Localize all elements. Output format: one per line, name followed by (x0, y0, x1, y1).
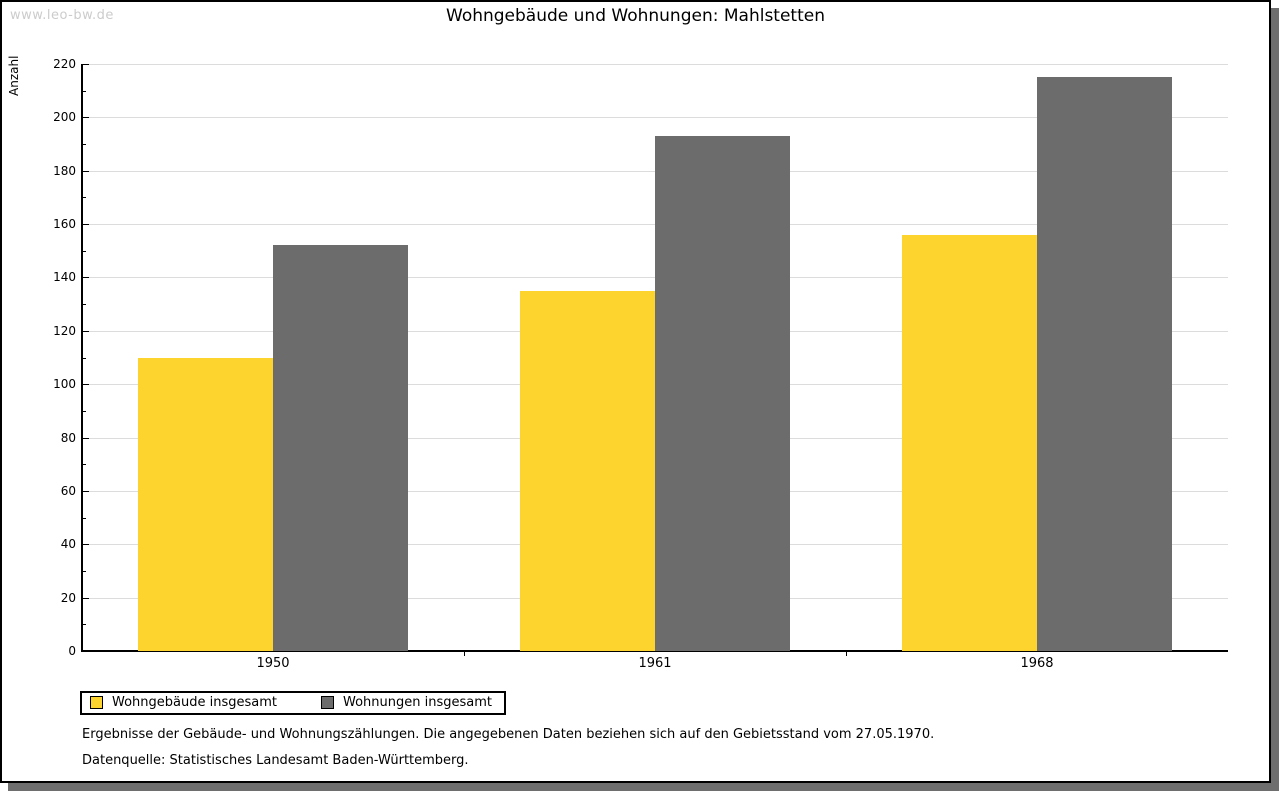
watermark: www.leo-bw.de (10, 8, 114, 23)
y-axis-minor-tick (82, 517, 86, 519)
x-axis-tick (846, 651, 847, 656)
bar-group-1968 (846, 64, 1228, 651)
y-axis-tick-label: 140 (53, 270, 76, 285)
gridline (82, 117, 1228, 119)
plot-area: 0 20 40 60 80 100 120 140 160 180 200 220 1950 1961 19… (53, 57, 1228, 671)
bar-1950-wohnungen (273, 245, 408, 651)
y-axis-minor-tick (82, 624, 86, 626)
y-axis-minor-tick (82, 90, 86, 92)
x-axis-tick (464, 651, 465, 656)
bar-1961-wohngebaeude (520, 290, 655, 651)
gridline (82, 64, 1228, 65)
y-axis-tick-label: 120 (53, 323, 76, 338)
x-axis-label-1950: 1950 (256, 656, 290, 671)
y-axis-major-tick (82, 490, 89, 492)
y-axis-tick-label: 60 (60, 483, 76, 498)
y-axis-minor-tick (82, 304, 86, 306)
x-axis-label-1961: 1961 (638, 656, 672, 671)
bar-group-1950 (82, 64, 464, 651)
bar-group-1961 (464, 64, 846, 651)
bar-1968-wohnungen (1037, 77, 1172, 651)
chart-title: Wohngebäude und Wohnungen: Mahlstetten (446, 6, 825, 26)
y-axis-major-tick (82, 597, 89, 599)
bar-1968-wohngebaeude (902, 234, 1037, 651)
y-axis-tick-label: 100 (53, 377, 76, 392)
x-axis-line (81, 650, 1228, 652)
bar-1961-wohnungen (655, 136, 790, 651)
y-axis-major-tick (82, 170, 89, 172)
y-axis-major-tick (82, 384, 89, 386)
footnote-data-source: Datenquelle: Statistisches Landesamt Bad… (82, 753, 469, 768)
y-axis-tick-label: 40 (60, 537, 76, 552)
y-axis-minor-tick (82, 357, 86, 359)
y-axis-tick-label: 200 (53, 110, 76, 125)
legend: Wohngebäude insgesamt Wohnungen insgesamt (80, 691, 506, 715)
y-axis-major-tick (82, 330, 89, 332)
y-axis-tick-label: 0 (68, 644, 76, 658)
legend-swatch-gray (321, 696, 334, 709)
legend-label: Wohngebäude insgesamt (112, 695, 277, 710)
y-axis-minor-tick (82, 570, 86, 572)
y-axis-tick-label: 180 (53, 163, 76, 178)
y-axis-minor-tick (82, 410, 86, 412)
legend-item-wohngebaeude: Wohngebäude insgesamt (90, 695, 277, 710)
y-axis-major-tick (82, 224, 89, 226)
x-axis-label-1968: 1968 (1020, 656, 1054, 671)
y-axis-major-tick (82, 544, 89, 546)
y-axis-major-tick (82, 117, 89, 119)
legend-label: Wohnungen insgesamt (343, 695, 492, 710)
y-axis-major-tick (82, 64, 89, 65)
y-axis-major-tick (82, 437, 89, 439)
y-axis-tick-label: 220 (53, 57, 76, 71)
y-axis-tick-label: 20 (60, 590, 76, 605)
y-axis-tick-label: 160 (53, 217, 76, 232)
bar-1950-wohngebaeude (138, 357, 273, 651)
y-axis-minor-tick (82, 250, 86, 252)
y-axis-minor-tick (82, 464, 86, 466)
y-axis-minor-tick (82, 197, 86, 199)
legend-item-wohnungen: Wohnungen insgesamt (321, 695, 492, 710)
legend-swatch-yellow (90, 696, 103, 709)
footnote-source-note: Ergebnisse der Gebäude- und Wohnungszähl… (82, 727, 935, 742)
y-axis-tick-label: 80 (60, 430, 76, 445)
y-axis-major-tick (82, 277, 89, 279)
y-axis-major-tick (82, 651, 89, 652)
y-axis-minor-tick (82, 144, 86, 146)
